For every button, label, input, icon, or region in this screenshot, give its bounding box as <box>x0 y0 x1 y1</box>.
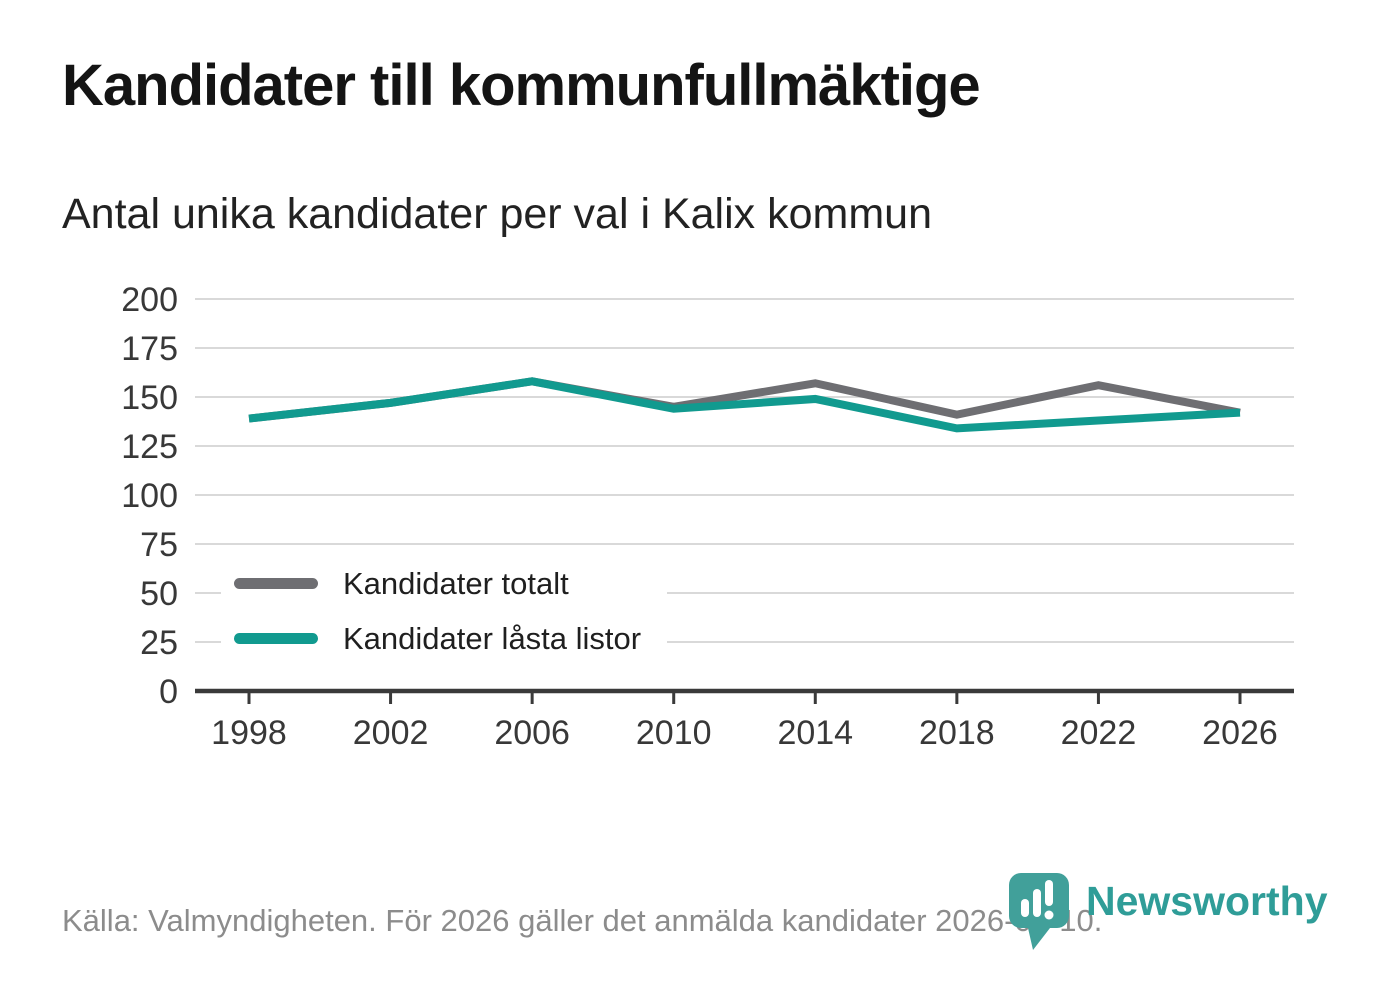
brand-name: Newsworthy <box>1086 878 1328 924</box>
newsworthy-speech-bubble-bar-chart-icon <box>1009 873 1069 950</box>
svg-text:0: 0 <box>159 673 178 711</box>
data-lines <box>248 377 1241 433</box>
svg-text:2018: 2018 <box>919 714 995 752</box>
legend-label: Kandidater totalt <box>343 565 569 601</box>
series-line <box>248 377 1241 433</box>
svg-text:200: 200 <box>121 281 178 319</box>
legend-item-lasta-listor: Kandidater låsta listor <box>234 616 641 661</box>
legend-item-totalt: Kandidater totalt <box>234 561 641 606</box>
svg-text:2014: 2014 <box>777 714 853 752</box>
svg-text:2010: 2010 <box>636 714 712 752</box>
chart-subtitle: Antal unika kandidater per val i Kalix k… <box>62 190 932 238</box>
svg-text:2002: 2002 <box>353 714 429 752</box>
newsworthy-logo: Newsworthy <box>1008 872 1328 950</box>
svg-text:1998: 1998 <box>211 714 287 752</box>
source-note: Källa: Valmyndigheten. För 2026 gäller d… <box>62 903 1103 938</box>
svg-text:175: 175 <box>121 330 178 368</box>
line-chart: 0 25 50 75 100 125 150 175 200 1998 2002 2006 2010 20… <box>121 281 1294 752</box>
svg-text:25: 25 <box>140 624 178 662</box>
svg-text:2026: 2026 <box>1202 714 1278 752</box>
axes <box>195 688 1294 704</box>
legend-swatch-gray <box>234 578 318 589</box>
svg-text:2006: 2006 <box>494 714 570 752</box>
svg-text:100: 100 <box>121 477 178 515</box>
axis-labels: 0 25 50 75 100 125 150 175 200 1998 2002 2006 2010 20… <box>121 281 1278 752</box>
svg-text:50: 50 <box>140 575 178 613</box>
svg-text:150: 150 <box>121 379 178 417</box>
chart-legend: Kandidater totalt Kandidater låsta listo… <box>221 551 668 673</box>
svg-text:125: 125 <box>121 428 178 466</box>
legend-label: Kandidater låsta listor <box>343 620 642 656</box>
svg-text:2022: 2022 <box>1061 714 1137 752</box>
page-title: Kandidater till kommunfullmäktige <box>62 53 981 118</box>
legend-swatch-teal <box>234 633 318 644</box>
svg-text:75: 75 <box>140 526 178 564</box>
